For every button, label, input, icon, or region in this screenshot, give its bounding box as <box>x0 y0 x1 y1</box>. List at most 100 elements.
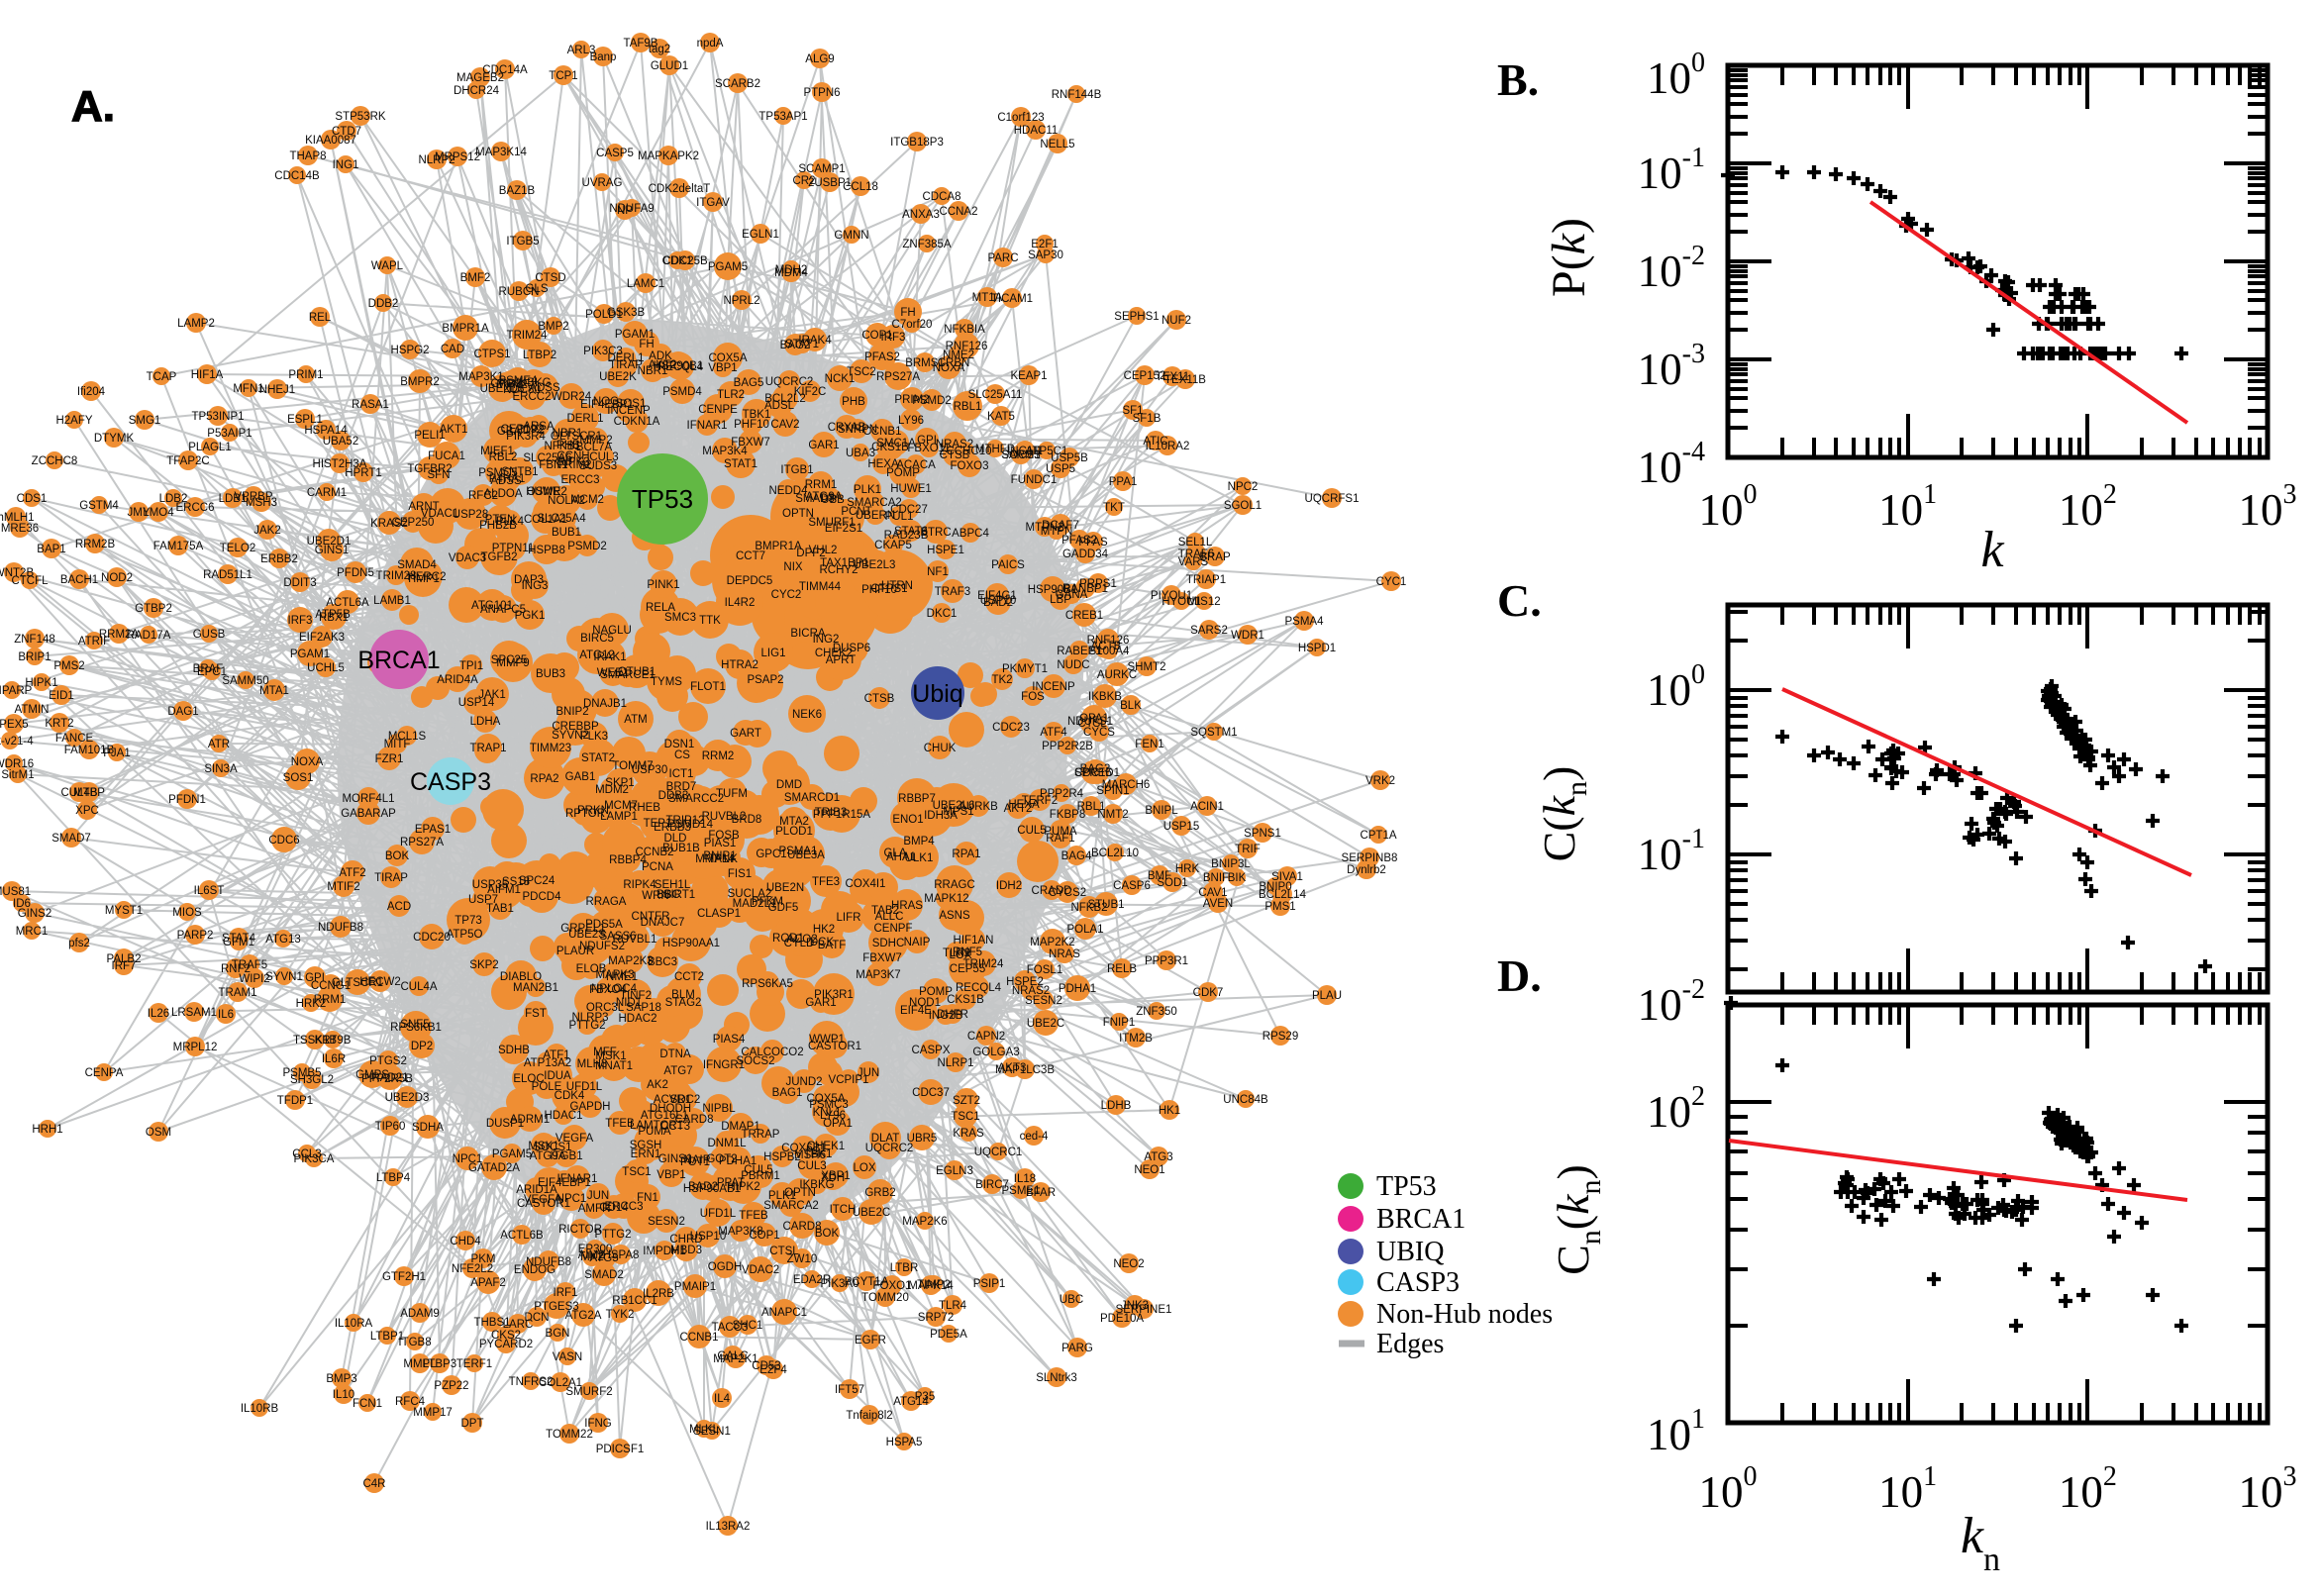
svg-text:MAN2B1: MAN2B1 <box>513 982 558 994</box>
svg-text:BNIP3L: BNIP3L <box>1211 858 1251 870</box>
svg-text:POLE: POLE <box>532 1081 562 1093</box>
svg-text:ATM: ATM <box>624 714 647 726</box>
svg-text:GPC1: GPC1 <box>756 848 786 860</box>
svg-text:PMS1: PMS1 <box>1264 901 1295 913</box>
svg-text:DCN: DCN <box>525 1312 550 1324</box>
svg-text:OPA1: OPA1 <box>823 1118 853 1130</box>
svg-text:ITGB8: ITGB8 <box>398 1337 431 1348</box>
svg-text:BIRC5: BIRC5 <box>580 633 614 645</box>
svg-text:VARS: VARS <box>1178 556 1209 568</box>
svg-text:NAIP: NAIP <box>904 937 931 948</box>
svg-text:COX5A: COX5A <box>709 352 748 364</box>
svg-text:ENDOG: ENDOG <box>514 1264 556 1276</box>
svg-text:UQCRC1: UQCRC1 <box>974 1147 1023 1158</box>
svg-text:IRF3: IRF3 <box>288 615 313 627</box>
svg-text:TBK1: TBK1 <box>804 1148 833 1160</box>
svg-text:IL6R: IL6R <box>322 1053 346 1065</box>
svg-text:CASP6: CASP6 <box>1113 880 1151 892</box>
svg-text:CCL3: CCL3 <box>292 1148 321 1160</box>
svg-text:CS: CS <box>674 749 690 761</box>
svg-text:MNAT1: MNAT1 <box>595 1060 633 1072</box>
svg-text:PMAIP1: PMAIP1 <box>674 1281 716 1293</box>
svg-text:CDK4: CDK4 <box>555 1090 585 1102</box>
svg-text:PHB: PHB <box>556 440 580 451</box>
svg-text:ADRM1: ADRM1 <box>510 1114 550 1126</box>
svg-text:WIPI2: WIPI2 <box>239 973 269 985</box>
svg-text:DTNA: DTNA <box>659 1048 691 1060</box>
svg-text:BRAP: BRAP <box>1199 551 1231 563</box>
svg-text:DP2: DP2 <box>411 1041 433 1052</box>
svg-text:CKS1B: CKS1B <box>947 994 984 1006</box>
svg-text:RABEP1: RABEP1 <box>1057 646 1101 657</box>
svg-text:H2AFY: H2AFY <box>55 415 92 427</box>
svg-text:EGLN3: EGLN3 <box>936 1165 973 1177</box>
svg-text:MMP14: MMP14 <box>695 853 735 865</box>
svg-text:NOXA: NOXA <box>291 756 324 768</box>
svg-text:PIK3CA: PIK3CA <box>294 1153 335 1165</box>
svg-text:PFAS: PFAS <box>1078 537 1108 549</box>
svg-text:BNIF: BNIF <box>1203 872 1229 884</box>
svg-text:CENPF: CENPF <box>874 923 913 935</box>
svg-text:GLTSCR1: GLTSCR1 <box>551 431 602 443</box>
svg-text:MCM7: MCM7 <box>604 800 638 812</box>
svg-text:ARID4A: ARID4A <box>437 674 478 686</box>
svg-text:UBE2D1: UBE2D1 <box>307 536 352 548</box>
svg-text:BAG3: BAG3 <box>1080 763 1111 775</box>
svg-text:FH: FH <box>900 307 915 319</box>
svg-text:AURKC: AURKC <box>1097 669 1137 681</box>
svg-text:ACACA: ACACA <box>896 459 936 471</box>
svg-text:DKC1: DKC1 <box>927 608 958 620</box>
svg-text:XPC: XPC <box>75 805 99 817</box>
svg-text:TIRAP: TIRAP <box>374 872 408 884</box>
svg-text:DNM1L: DNM1L <box>708 1138 748 1149</box>
svg-text:RAD21: RAD21 <box>371 1072 408 1084</box>
svg-text:UQCRC2: UQCRC2 <box>765 376 814 388</box>
svg-text:AIM2: AIM2 <box>578 1249 605 1261</box>
svg-text:MAGEB2: MAGEB2 <box>456 72 504 84</box>
svg-text:NP: NP <box>617 205 633 217</box>
svg-text:NAGLU: NAGLU <box>592 625 632 637</box>
svg-text:RICTOR: RICTOR <box>558 1224 602 1236</box>
svg-text:CDCA8: CDCA8 <box>923 191 961 203</box>
svg-text:CLASP1: CLASP1 <box>697 908 741 920</box>
svg-text:NOD1: NOD1 <box>909 997 941 1009</box>
svg-text:SPRED1: SPRED1 <box>1074 767 1120 779</box>
svg-text:COX6B1: COX6B1 <box>781 1143 826 1154</box>
svg-text:SIVA1: SIVA1 <box>1271 871 1303 883</box>
svg-text:OSM: OSM <box>146 1127 171 1139</box>
svg-text:STAT1: STAT1 <box>724 458 758 470</box>
svg-text:ASNS: ASNS <box>939 910 970 922</box>
svg-text:UFD1L: UFD1L <box>566 1081 603 1093</box>
svg-text:DAP3: DAP3 <box>514 574 544 586</box>
svg-text:TRAP1: TRAP1 <box>469 743 506 754</box>
svg-text:PSMA1: PSMA1 <box>779 846 818 857</box>
svg-text:PHB: PHB <box>842 396 865 408</box>
svg-text:PUMA: PUMA <box>638 1126 671 1138</box>
svg-text:THAP8: THAP8 <box>289 150 326 162</box>
svg-text:PLAGL1: PLAGL1 <box>188 442 231 453</box>
svg-text:CCNA2: CCNA2 <box>940 206 978 218</box>
svg-text:LAMB1: LAMB1 <box>373 595 411 607</box>
svg-text:SEL1L: SEL1L <box>1178 537 1213 549</box>
svg-text:UBB: UBB <box>821 494 845 506</box>
svg-text:PSME4: PSME4 <box>499 375 539 387</box>
svg-text:IL10RA2: IL10RA2 <box>1146 441 1190 452</box>
svg-text:NFKB1: NFKB1 <box>544 441 580 452</box>
svg-text:ITGB5: ITGB5 <box>506 236 539 248</box>
svg-text:HSPA14: HSPA14 <box>304 425 348 437</box>
svg-text:AHA1: AHA1 <box>886 851 916 863</box>
svg-text:MMP17: MMP17 <box>413 1407 453 1419</box>
svg-text:AKT1: AKT1 <box>440 424 468 436</box>
svg-text:PYCARD2: PYCARD2 <box>479 1339 533 1350</box>
svg-text:LTBP1: LTBP1 <box>370 1331 404 1343</box>
svg-text:TRIF: TRIF <box>1235 844 1261 855</box>
svg-text:P35: P35 <box>915 1391 935 1403</box>
svg-text:RECQL4: RECQL4 <box>956 982 1002 994</box>
svg-text:BRMS1: BRMS1 <box>905 357 945 369</box>
svg-text:CDC14B: CDC14B <box>274 170 320 182</box>
svg-text:GATAD2A: GATAD2A <box>468 1162 520 1174</box>
svg-text:UBR5: UBR5 <box>907 1133 938 1145</box>
svg-text:USP35: USP35 <box>472 879 508 891</box>
svg-text:BCL2L10: BCL2L10 <box>1091 848 1139 859</box>
svg-text:MORF4L1: MORF4L1 <box>342 793 394 805</box>
